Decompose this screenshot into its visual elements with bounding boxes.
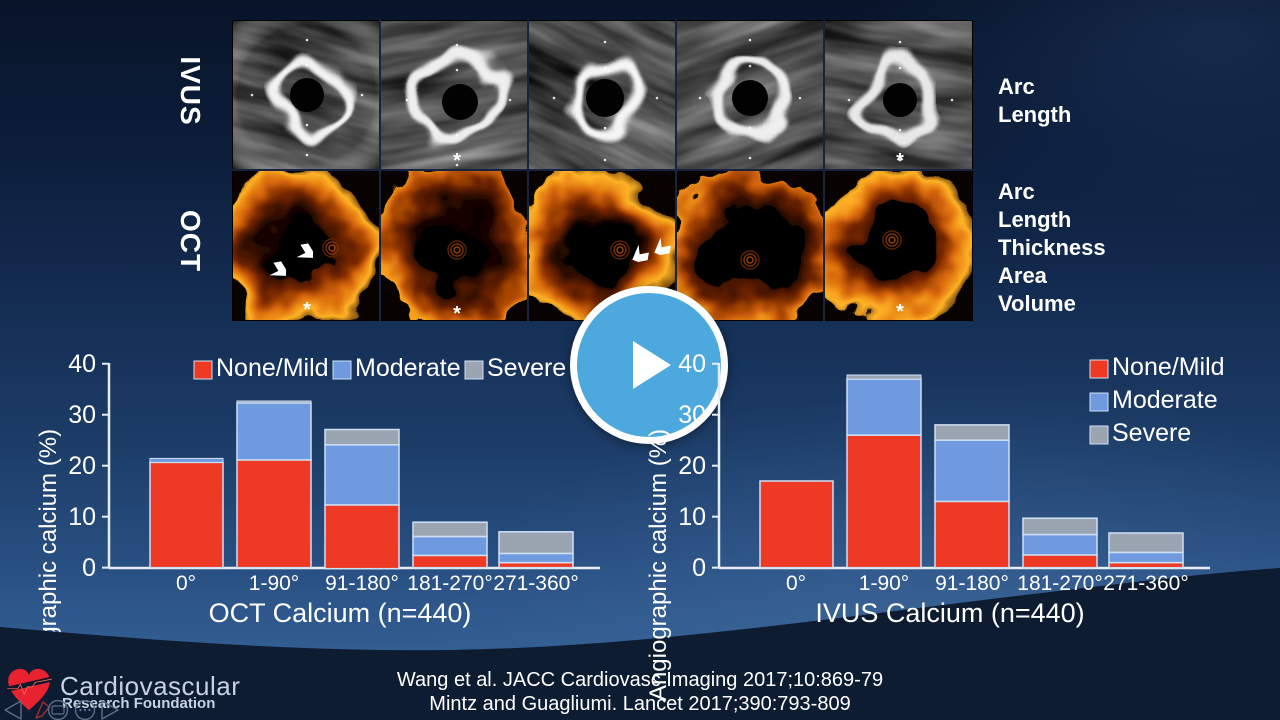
svg-text:1-90°: 1-90° bbox=[859, 572, 909, 595]
svg-text:181-270°: 181-270° bbox=[407, 572, 492, 595]
svg-text:*: * bbox=[453, 303, 461, 321]
svg-text:Moderate: Moderate bbox=[355, 354, 461, 382]
svg-text:20: 20 bbox=[678, 452, 706, 480]
svg-text:91-180°: 91-180° bbox=[325, 572, 399, 595]
svg-text:None/Mild: None/Mild bbox=[216, 354, 329, 382]
svg-text:10: 10 bbox=[678, 503, 706, 531]
svg-text:20: 20 bbox=[68, 452, 96, 480]
svg-text:Angiographic calcium (%): Angiographic calcium (%) bbox=[35, 429, 62, 701]
svg-text:10: 10 bbox=[68, 503, 96, 531]
svg-text:*: * bbox=[896, 150, 904, 172]
svg-text:181-270°: 181-270° bbox=[1017, 572, 1102, 595]
svg-text:*: * bbox=[896, 301, 904, 321]
svg-text:Angiographic calcium (%): Angiographic calcium (%) bbox=[645, 429, 672, 701]
svg-text:0: 0 bbox=[692, 554, 706, 582]
svg-text:30: 30 bbox=[678, 401, 706, 429]
svg-text:None/Mild: None/Mild bbox=[1112, 353, 1225, 381]
svg-text:40: 40 bbox=[68, 350, 96, 378]
svg-text:0°: 0° bbox=[176, 572, 196, 595]
svg-text:IVUS Calcium (n=440): IVUS Calcium (n=440) bbox=[815, 598, 1084, 628]
svg-text:91-180°: 91-180° bbox=[935, 572, 1009, 595]
svg-text:1-90°: 1-90° bbox=[249, 572, 299, 595]
svg-text:271-360°: 271-360° bbox=[493, 572, 578, 595]
svg-text:30: 30 bbox=[68, 401, 96, 429]
svg-text:*: * bbox=[303, 299, 311, 321]
svg-text:271-360°: 271-360° bbox=[1103, 572, 1188, 595]
svg-text:Severe: Severe bbox=[1112, 419, 1191, 447]
svg-text:OCT Calcium (n=440): OCT Calcium (n=440) bbox=[209, 598, 472, 628]
svg-text:0°: 0° bbox=[786, 572, 806, 595]
svg-text:0: 0 bbox=[82, 554, 96, 582]
svg-text:40: 40 bbox=[678, 350, 706, 378]
svg-text:Severe: Severe bbox=[487, 354, 566, 382]
svg-text:*: * bbox=[453, 150, 461, 172]
svg-text:Moderate: Moderate bbox=[1112, 386, 1218, 414]
